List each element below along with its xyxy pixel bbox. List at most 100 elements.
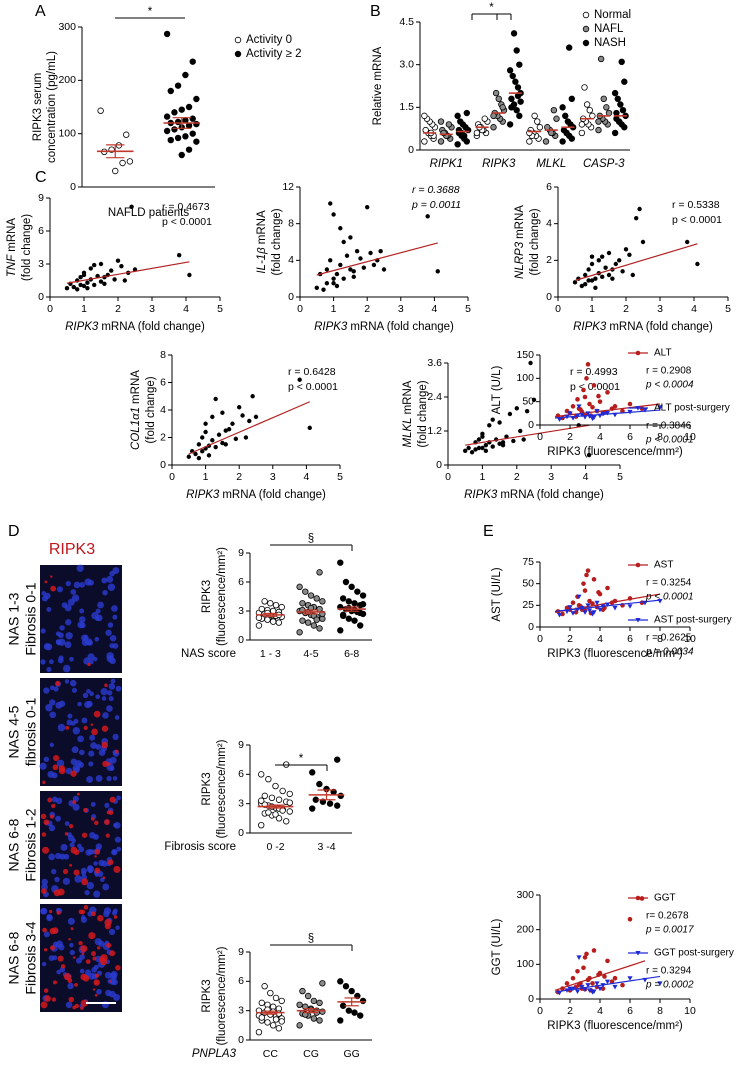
point xyxy=(510,30,518,37)
micrograph-signal xyxy=(94,867,101,874)
y-tick-label: 1.2 xyxy=(427,425,442,437)
micrograph-nucleus xyxy=(108,928,116,936)
point xyxy=(560,611,565,617)
image-label: NAS 6-8 xyxy=(6,931,22,984)
micrograph-nucleus xyxy=(43,756,50,763)
micrograph-signal xyxy=(52,764,59,771)
point xyxy=(92,262,97,268)
point xyxy=(348,235,353,240)
point xyxy=(258,605,265,613)
micrograph-signal xyxy=(91,951,96,957)
micrograph-signal xyxy=(88,932,96,940)
micrograph-nucleus xyxy=(69,679,77,687)
point xyxy=(536,124,544,131)
micrograph-nucleus xyxy=(48,853,56,861)
point xyxy=(279,787,286,795)
point xyxy=(511,438,516,444)
point xyxy=(316,1017,323,1024)
micrograph-nucleus xyxy=(41,595,49,602)
micrograph-nucleus xyxy=(86,688,91,694)
micrograph-nucleus xyxy=(104,802,110,808)
micrograph-signal xyxy=(68,996,75,1003)
x-axis-label-gene: RIPK3 xyxy=(314,321,348,333)
y-axis-label: concentration (pg/mL) xyxy=(46,51,58,163)
micrograph-nucleus xyxy=(102,589,108,596)
point xyxy=(85,286,90,291)
panel-letter: C xyxy=(35,169,47,186)
y-tick-label: 0 xyxy=(238,1034,244,1046)
point xyxy=(596,590,601,595)
point xyxy=(174,82,182,89)
point xyxy=(296,1022,303,1029)
micrograph-signal xyxy=(102,876,106,880)
point xyxy=(591,415,597,421)
micrograph-nucleus xyxy=(87,653,95,661)
micrograph-nucleus xyxy=(109,766,115,772)
point xyxy=(334,271,340,277)
stat-label: r = 0.3294 xyxy=(646,966,692,977)
micrograph-nucleus xyxy=(48,824,56,832)
micrograph-nucleus xyxy=(79,968,85,974)
significance-label: * xyxy=(489,2,494,14)
point xyxy=(587,401,592,407)
point xyxy=(508,104,515,111)
point xyxy=(514,406,519,411)
point xyxy=(371,262,377,268)
point xyxy=(591,383,597,388)
micrograph-signal xyxy=(69,863,73,867)
point xyxy=(309,805,316,812)
point xyxy=(296,1001,303,1008)
point xyxy=(258,999,265,1007)
panel-letter: D xyxy=(8,523,20,540)
point xyxy=(316,625,323,632)
point xyxy=(189,58,196,65)
point xyxy=(171,109,178,116)
point xyxy=(272,782,279,790)
point xyxy=(230,421,235,426)
x-axis-label-text: mRNA (fold change) xyxy=(350,321,454,333)
x-tick-label: 6-8 xyxy=(344,648,359,660)
point xyxy=(695,261,700,267)
micrograph-nucleus xyxy=(86,776,94,783)
micrograph-signal xyxy=(53,889,61,897)
point xyxy=(378,248,383,254)
micrograph-signal xyxy=(83,725,88,731)
point xyxy=(586,278,591,283)
micrograph-nucleus xyxy=(93,964,99,970)
y-axis-label-text: mRNA xyxy=(256,210,268,244)
micrograph-signal xyxy=(68,823,74,829)
micrograph-signal xyxy=(56,910,61,915)
micrograph-signal xyxy=(58,767,66,775)
micrograph-signal xyxy=(65,725,70,730)
fit-line xyxy=(554,403,661,418)
micrograph-nucleus xyxy=(56,969,62,975)
x-axis-label-text: mRNA (fold change) xyxy=(609,321,713,333)
x-tick-label: MLKL xyxy=(536,158,566,170)
micrograph-nucleus xyxy=(55,852,62,860)
point xyxy=(220,410,225,415)
point xyxy=(597,607,603,613)
point xyxy=(185,146,193,153)
x-tick-label: CASP-3 xyxy=(583,158,625,170)
point xyxy=(512,78,519,85)
point xyxy=(553,115,560,122)
micrograph-signal xyxy=(68,937,71,941)
point xyxy=(509,72,516,80)
micrograph-nucleus xyxy=(59,625,65,631)
y-tick-label: 4.5 xyxy=(399,16,414,28)
point xyxy=(358,256,363,261)
point xyxy=(421,112,428,120)
point xyxy=(115,258,121,263)
x-tick-label: 4 xyxy=(583,471,589,483)
point xyxy=(351,617,358,624)
micrograph-signal xyxy=(94,855,97,858)
y-tick-label: 0 xyxy=(408,144,414,156)
micrograph-nucleus xyxy=(111,605,118,612)
point xyxy=(504,434,509,439)
point xyxy=(258,771,265,778)
point xyxy=(473,447,478,452)
point xyxy=(344,253,350,258)
point xyxy=(78,282,83,288)
micrograph-nucleus xyxy=(41,961,47,967)
x-axis-label: RIPK3 mRNA (fold change) xyxy=(65,321,205,333)
